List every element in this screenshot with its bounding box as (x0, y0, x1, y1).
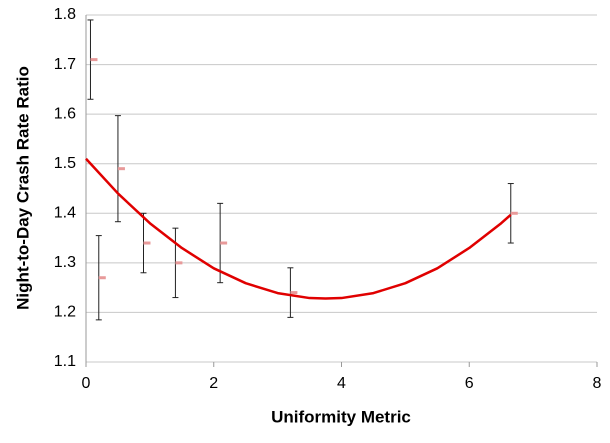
y-tick-label: 1.7 (54, 56, 76, 73)
x-axis-title: Uniformity Metric (271, 407, 411, 426)
trendline (85, 157, 512, 300)
x-tick-label: 6 (465, 375, 474, 392)
y-tick-label: 1.8 (54, 6, 76, 23)
y-tick-label: 1.1 (54, 353, 76, 370)
point (90, 58, 98, 62)
y-tick-label: 1.2 (54, 304, 76, 321)
x-tick-label: 4 (337, 375, 346, 392)
point (117, 167, 125, 171)
x-tick-label: 8 (593, 375, 602, 392)
point (98, 276, 106, 280)
x-tick-label: 0 (82, 375, 91, 392)
point (290, 291, 298, 295)
point (143, 241, 151, 245)
y-axis-title: Night-to-Day Crash Rate Ratio (13, 66, 32, 310)
y-tick-label: 1.4 (54, 205, 76, 222)
point (510, 211, 518, 215)
y-tick-label: 1.5 (54, 155, 76, 172)
point (220, 241, 228, 245)
x-tick-label: 2 (209, 375, 218, 392)
y-tick-label: 1.3 (54, 254, 76, 271)
point (175, 261, 183, 265)
y-tick-label: 1.6 (54, 105, 76, 122)
